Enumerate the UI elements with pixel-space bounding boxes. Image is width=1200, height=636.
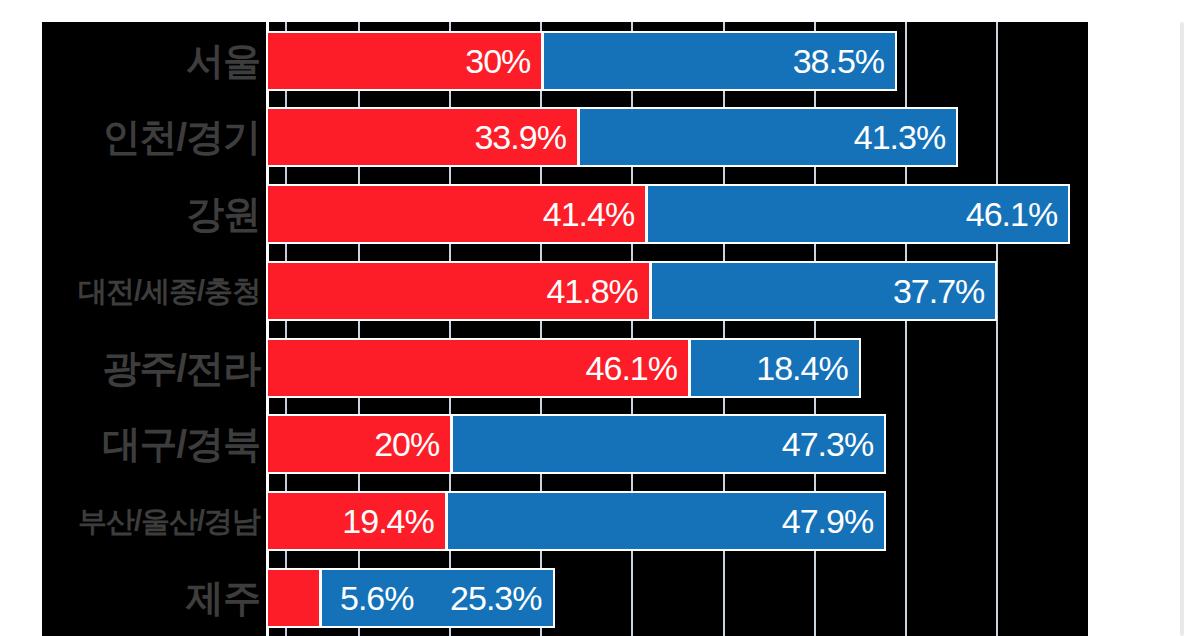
stacked-bar: 20% 47.3% (266, 414, 886, 474)
blue-bar-segment: 18.4% (689, 338, 861, 398)
category-label: 서울 (42, 31, 260, 91)
red-bar-segment: 41.4% (266, 184, 647, 244)
stacked-bar: 30% 38.5% (266, 31, 897, 91)
blue-bar-segment: 47.9% (446, 491, 886, 551)
bar-row: 대구/경북 20% 47.3% (42, 414, 1088, 474)
red-bar-segment: 20% (266, 414, 452, 474)
blue-value-label: 47.9% (782, 493, 884, 549)
red-bar-segment: 19.4% (266, 491, 447, 551)
blue-bar-segment: 47.3% (451, 414, 886, 474)
bar-row: 광주/전라 46.1% 18.4% (42, 338, 1088, 398)
red-value-label: 41.4% (543, 186, 645, 242)
stacked-bar: 46.1% 18.4% (266, 338, 861, 398)
blue-value-label: 47.3% (782, 416, 884, 472)
stacked-bar: 33.9% 41.3% (266, 107, 958, 167)
stacked-bar: 5.6% 25.3% (266, 568, 555, 628)
bar-row: 서울 30% 38.5% (42, 31, 1088, 91)
red-value-label: 5.6% (322, 570, 414, 626)
blue-bar-segment: 5.6% 25.3% (320, 568, 555, 628)
stacked-bar: 41.4% 46.1% (266, 184, 1070, 244)
red-value-label: 33.9% (474, 109, 576, 165)
category-label: 강원 (42, 184, 260, 244)
blue-value-label: 38.5% (793, 33, 895, 89)
category-label: 제주 (42, 568, 260, 628)
category-label: 인천/경기 (42, 107, 260, 167)
bar-row: 부산/울산/경남 19.4% 47.9% (42, 491, 1088, 551)
red-bar-segment: 41.8% (266, 261, 651, 321)
stacked-bar: 41.8% 37.7% (266, 261, 997, 321)
category-label: 부산/울산/경남 (42, 491, 260, 551)
red-bar-segment (266, 568, 321, 628)
stacked-bar: 19.4% 47.9% (266, 491, 886, 551)
red-value-label: 30% (465, 33, 541, 89)
red-bar-segment: 30% (266, 31, 543, 91)
category-label: 광주/전라 (42, 338, 260, 398)
blue-bar-segment: 37.7% (650, 261, 997, 321)
blue-bar-segment: 38.5% (542, 31, 897, 91)
blue-value-label: 37.7% (893, 263, 995, 319)
red-value-label: 20% (374, 416, 450, 472)
red-value-label: 46.1% (586, 340, 688, 396)
bar-row: 인천/경기 33.9% 41.3% (42, 107, 1088, 167)
page-background: 서울 30% 38.5% 인천/경기 33.9% 41.3% 강원 41.4% 46.1% 대전/… (0, 0, 1200, 636)
blue-bar-segment: 41.3% (578, 107, 958, 167)
blue-value-label: 25.3% (450, 570, 552, 626)
red-value-label: 41.8% (546, 263, 648, 319)
blue-bar-segment: 46.1% (646, 184, 1070, 244)
bar-row: 대전/세종/충청 41.8% 37.7% (42, 261, 1088, 321)
bar-row: 강원 41.4% 46.1% (42, 184, 1088, 244)
bar-chart-plot-area: 서울 30% 38.5% 인천/경기 33.9% 41.3% 강원 41.4% 46.1% 대전/… (42, 22, 1088, 636)
category-label: 대전/세종/충청 (42, 261, 260, 321)
blue-value-label: 41.3% (854, 109, 956, 165)
category-label: 대구/경북 (42, 414, 260, 474)
scrollbar[interactable] (1180, 22, 1184, 636)
red-value-label: 19.4% (342, 493, 444, 549)
bar-row: 제주 5.6% 25.3% (42, 568, 1088, 628)
red-bar-segment: 46.1% (266, 338, 690, 398)
red-bar-segment: 33.9% (266, 107, 579, 167)
blue-value-label: 46.1% (966, 186, 1068, 242)
blue-value-label: 18.4% (756, 340, 858, 396)
